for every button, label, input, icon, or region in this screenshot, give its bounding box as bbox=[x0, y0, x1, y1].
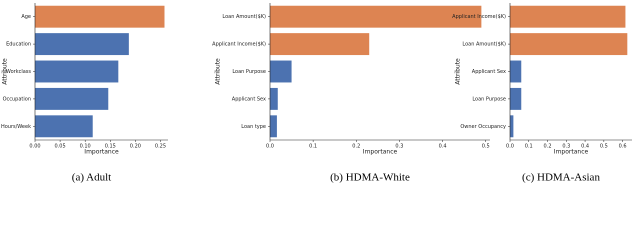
bar bbox=[35, 5, 165, 28]
bar bbox=[510, 5, 626, 28]
x-tick-label: 0.25 bbox=[155, 144, 166, 150]
bar bbox=[510, 87, 522, 110]
y-axis-label: Attribute bbox=[455, 58, 462, 85]
y-tick-label: Applicant Sex bbox=[472, 69, 506, 75]
y-tick-label: Age bbox=[21, 14, 31, 20]
bar bbox=[510, 115, 514, 138]
y-tick-label: Occupation bbox=[3, 96, 31, 102]
y-tick-label: Applicant Income($K) bbox=[452, 14, 506, 20]
y-tick-label: Applicant Income($K) bbox=[212, 42, 266, 48]
figure: Age Education Workclass Occupation Hours/Wee… bbox=[1, 3, 632, 184]
panel: Applicant Income($K) Loan Amount($K) Appli… bbox=[452, 3, 632, 184]
y-tick-label: Loan Purpose bbox=[472, 96, 506, 102]
y-axis-label: Attribute bbox=[215, 58, 222, 85]
x-tick-label: 0.00 bbox=[29, 144, 40, 150]
x-tick-label: 0.2 bbox=[544, 144, 552, 150]
x-tick-label: 0.5 bbox=[600, 144, 608, 150]
y-tick-label: Applicant Sex bbox=[232, 96, 266, 102]
x-axis-label: Importance bbox=[554, 149, 589, 156]
y-axis-label: Attribute bbox=[2, 58, 9, 85]
bar bbox=[510, 60, 522, 83]
x-tick-label: 0.6 bbox=[619, 144, 627, 150]
bar bbox=[270, 60, 292, 83]
x-tick-label: 0.0 bbox=[506, 144, 514, 150]
y-tick-label: Hours/Week bbox=[1, 124, 31, 130]
x-axis-label: Importance bbox=[84, 149, 119, 156]
y-tick-label: Workclass bbox=[6, 69, 31, 75]
x-tick-label: 0.10 bbox=[80, 144, 91, 150]
x-tick-label: 0.1 bbox=[309, 144, 317, 150]
caption: (a) Adult bbox=[72, 172, 111, 184]
bar bbox=[270, 87, 278, 110]
x-tick-label: 0.15 bbox=[105, 144, 116, 150]
x-tick-label: 0.3 bbox=[395, 144, 403, 150]
caption: (b) HDMA-White bbox=[330, 172, 410, 184]
x-tick-label: 0.5 bbox=[482, 144, 490, 150]
y-tick-label: Loan Purpose bbox=[232, 69, 266, 75]
x-tick-label: 0.4 bbox=[439, 144, 447, 150]
x-tick-label: 0.1 bbox=[525, 144, 533, 150]
bar bbox=[35, 87, 109, 110]
x-tick-label: 0.2 bbox=[352, 144, 360, 150]
panel: Loan Amount($K) Applicant Income($K) Loan … bbox=[212, 3, 490, 184]
x-tick-label: 0.20 bbox=[130, 144, 141, 150]
bar bbox=[510, 33, 628, 56]
y-tick-label: Loan Amount($K) bbox=[222, 14, 266, 20]
x-tick-label: 0.0 bbox=[266, 144, 274, 150]
x-axis-label: Importance bbox=[363, 149, 398, 156]
bar bbox=[35, 115, 93, 138]
x-tick-label: 0.05 bbox=[55, 144, 66, 150]
bar bbox=[270, 5, 482, 28]
bar bbox=[35, 33, 129, 56]
y-tick-label: Loan type bbox=[241, 124, 266, 130]
x-tick-label: 0.4 bbox=[581, 144, 589, 150]
bar bbox=[35, 60, 119, 83]
caption: (c) HDMA-Asian bbox=[522, 172, 600, 184]
panel: Age Education Workclass Occupation Hours/Wee… bbox=[1, 3, 168, 184]
x-tick-label: 0.3 bbox=[562, 144, 570, 150]
y-tick-label: Loan Amount($K) bbox=[462, 42, 506, 48]
bar bbox=[270, 115, 277, 138]
bar bbox=[270, 33, 370, 56]
y-tick-label: Owner Occupancy bbox=[460, 124, 506, 130]
y-tick-label: Education bbox=[6, 42, 31, 48]
